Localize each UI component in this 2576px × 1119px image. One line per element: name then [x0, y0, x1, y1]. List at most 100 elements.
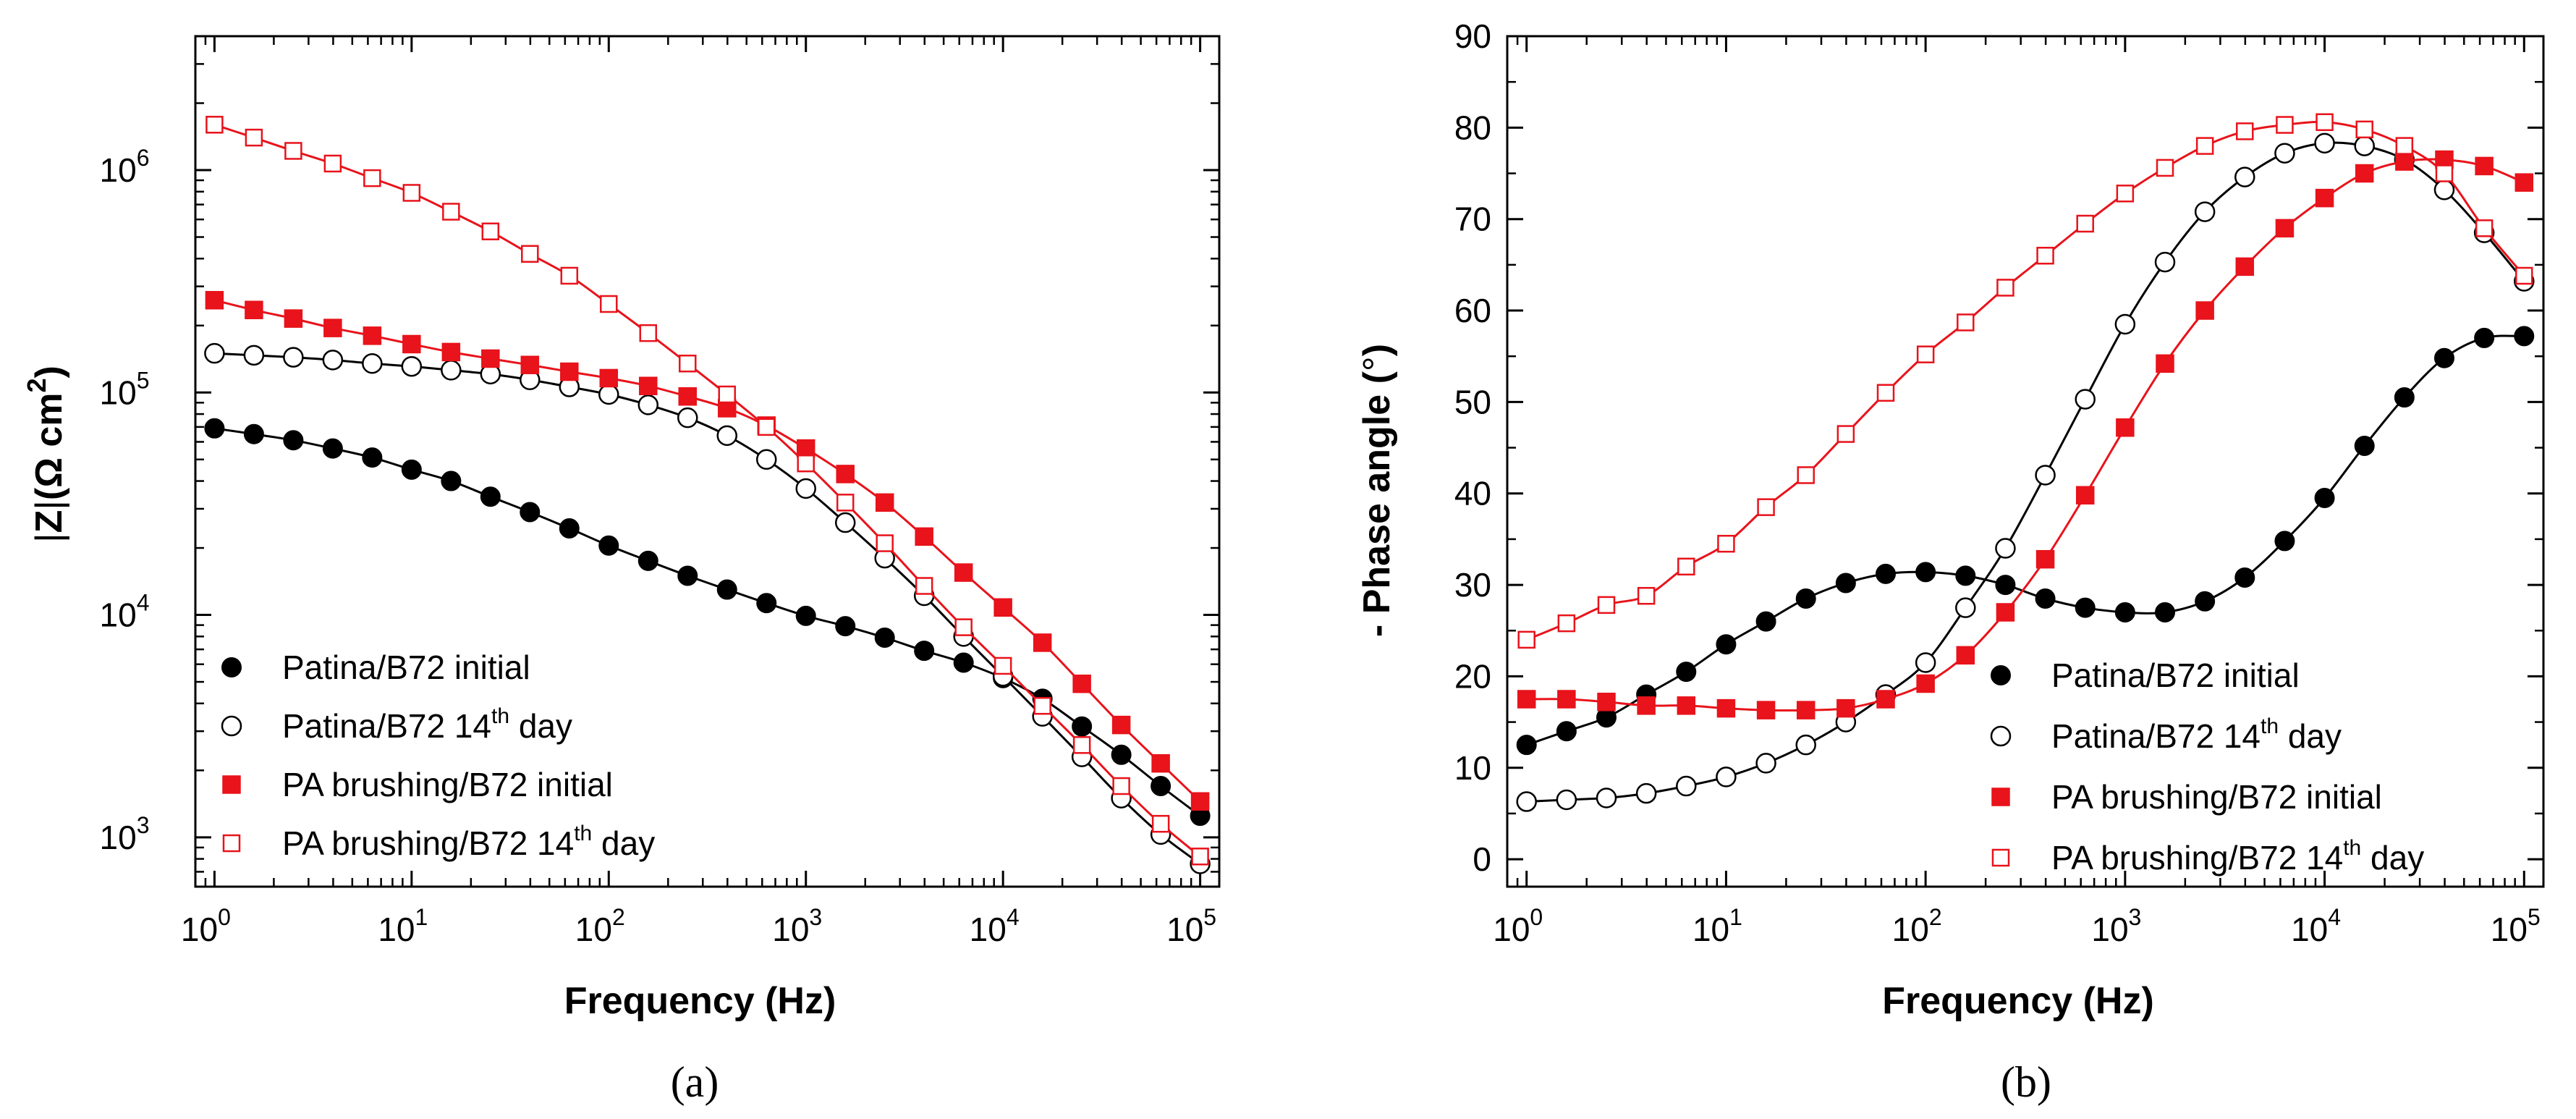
data-point — [1557, 614, 1576, 633]
data-point — [1677, 696, 1696, 715]
data-point — [993, 598, 1012, 617]
data-point — [2395, 137, 2414, 155]
data-point — [1151, 776, 1172, 797]
data-point — [2514, 326, 2535, 347]
data-point — [2116, 418, 2135, 437]
data-point — [993, 656, 1012, 675]
data-point — [797, 454, 815, 473]
legend-marker — [222, 834, 241, 853]
y-tick-label: 104 — [100, 590, 150, 634]
data-point — [520, 502, 541, 523]
data-point — [2274, 531, 2295, 552]
y-tick-exp: 4 — [137, 590, 150, 616]
data-point — [1676, 775, 1697, 797]
x-tick-label: 103 — [2091, 904, 2141, 948]
series-fit-line — [213, 123, 1201, 858]
data-point — [835, 616, 856, 637]
data-point — [915, 577, 933, 595]
series-fit-line — [1526, 334, 2525, 746]
data-point — [2314, 132, 2335, 154]
x-axis-title: Frequency (Hz) — [564, 980, 836, 1022]
data-point — [323, 154, 342, 173]
data-point — [1995, 538, 2016, 559]
legend-marker — [1991, 665, 2011, 685]
y-title-deg: ° — [1356, 356, 1398, 371]
data-point — [401, 355, 423, 377]
data-point — [2316, 113, 2334, 132]
data-point — [1033, 633, 1052, 652]
data-point — [598, 384, 619, 405]
data-point — [1716, 698, 1736, 718]
data-point — [284, 142, 302, 160]
data-point — [559, 518, 580, 539]
y-tick-label: 106 — [100, 145, 150, 189]
data-point — [1795, 588, 1816, 609]
data-point — [283, 347, 304, 368]
data-point — [1111, 744, 1132, 765]
data-point — [1835, 573, 1856, 594]
data-point — [1795, 734, 1816, 756]
series-0 — [204, 418, 1211, 827]
y-title-main: - Phase angle ( — [1356, 371, 1398, 637]
data-point — [1112, 777, 1130, 795]
x-axis: 100 101 102 103 104 105 — [1493, 36, 2541, 948]
data-point — [362, 447, 383, 468]
data-point — [1516, 735, 1537, 756]
data-point — [560, 266, 579, 285]
data-point — [245, 128, 263, 147]
x-tick-base: 10 — [575, 911, 612, 948]
data-point — [1957, 313, 1975, 332]
data-point — [2075, 389, 2096, 410]
legend-label-sup: th — [2343, 836, 2361, 860]
data-point — [2354, 135, 2375, 156]
legend-label-post: day — [2279, 717, 2342, 755]
data-point — [2035, 588, 2056, 609]
legend-marker — [221, 657, 242, 677]
legend-label: Patina/B72 initial — [2051, 656, 2300, 694]
legend-label-main: Patina/B72 14 — [2051, 717, 2261, 755]
data-point — [1111, 715, 1131, 735]
legend-label-main: PA brushing/B72 14 — [282, 824, 574, 862]
data-point — [755, 449, 777, 470]
data-point — [954, 618, 973, 636]
data-point — [2275, 219, 2295, 238]
data-point — [2355, 120, 2373, 139]
data-point — [2195, 591, 2216, 612]
data-point — [2235, 257, 2255, 276]
data-point — [716, 579, 737, 600]
legend-marker — [222, 775, 241, 794]
data-point — [441, 342, 461, 362]
data-point — [876, 534, 894, 552]
series-1 — [1516, 132, 2535, 812]
data-point — [2195, 301, 2214, 320]
x-tick-exp: 1 — [1729, 904, 1742, 930]
data-point — [205, 291, 224, 310]
data-point — [1151, 814, 1170, 833]
x-tick-base: 10 — [1692, 911, 1729, 948]
data-point — [1033, 696, 1051, 715]
x-tick-label: 102 — [575, 904, 625, 948]
data-point — [1915, 652, 1936, 673]
data-point — [2156, 159, 2174, 177]
data-point — [2075, 597, 2096, 618]
plot-frame — [1506, 35, 2545, 888]
data-point — [2276, 116, 2294, 134]
data-point — [1596, 787, 1617, 808]
y-axis: 0 10 20 30 40 50 60 70 80 90 — [1454, 17, 2543, 878]
y-tick-label: 10 — [1454, 749, 1491, 787]
data-point — [914, 641, 935, 662]
data-point — [1556, 721, 1577, 742]
x-tick-exp: 1 — [415, 904, 428, 930]
data-point — [1995, 575, 2016, 596]
data-point — [1517, 630, 1535, 649]
data-point — [2395, 152, 2414, 171]
series-2 — [205, 291, 1210, 811]
data-point — [2433, 180, 2455, 200]
legend-label-sup: th — [491, 704, 509, 728]
y-title-sup: 2 — [22, 378, 51, 392]
x-tick-base: 10 — [970, 911, 1007, 948]
data-point — [678, 387, 698, 406]
chart-a: 100 101 102 103 104 105103104105106Frequency … — [22, 35, 1221, 1106]
data-point — [243, 345, 265, 366]
y-tick-exp: 5 — [137, 367, 150, 393]
